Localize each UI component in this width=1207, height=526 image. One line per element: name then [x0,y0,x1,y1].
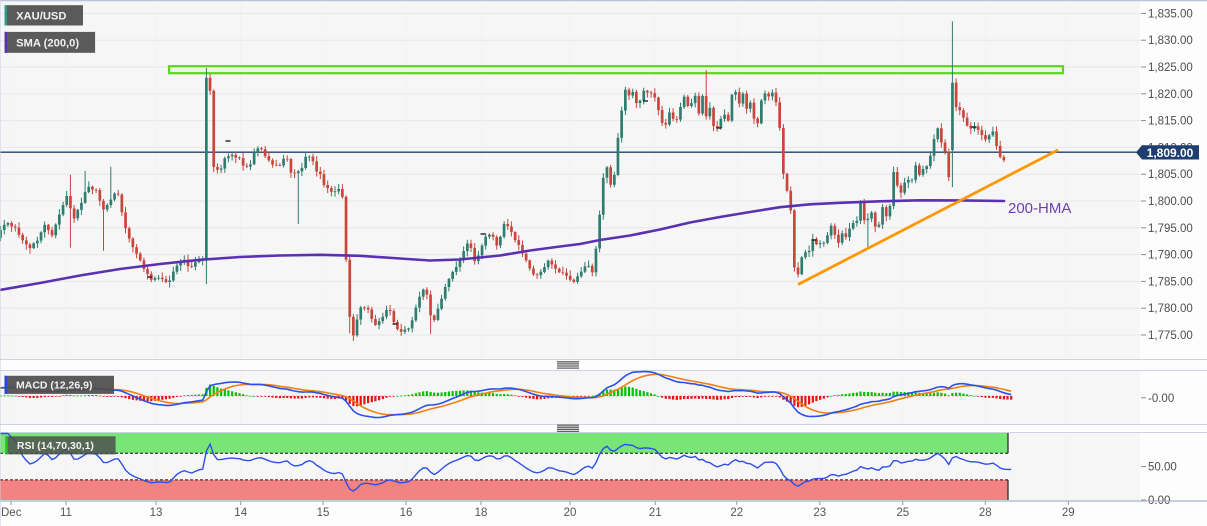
svg-text:SMA (200,0): SMA (200,0) [16,37,79,49]
svg-text:23: 23 [813,507,826,519]
svg-text:200-HMA: 200-HMA [1008,200,1071,217]
svg-text:50.00: 50.00 [1148,462,1177,474]
svg-text:15: 15 [317,507,330,519]
svg-text:13: 13 [150,507,163,519]
svg-text:1,835.00: 1,835.00 [1148,8,1193,20]
svg-text:XAU/USD: XAU/USD [16,10,66,22]
svg-text:28: 28 [979,507,992,519]
svg-text:29: 29 [1062,507,1075,519]
svg-text:14: 14 [234,507,247,519]
svg-text:25: 25 [896,507,909,519]
svg-text:1,805.00: 1,805.00 [1148,169,1193,181]
svg-text:MACD (12,26,9): MACD (12,26,9) [16,380,92,392]
svg-text:1,830.00: 1,830.00 [1148,35,1193,47]
svg-text:1,790.00: 1,790.00 [1148,250,1193,262]
svg-text:20: 20 [564,507,577,519]
svg-text:1,785.00: 1,785.00 [1148,276,1193,288]
svg-text:22: 22 [730,507,743,519]
svg-text:1,780.00: 1,780.00 [1148,303,1193,315]
svg-text:1,800.00: 1,800.00 [1148,196,1193,208]
svg-text:1,795.00: 1,795.00 [1148,223,1193,235]
svg-text:21: 21 [649,507,662,519]
svg-text:1,815.00: 1,815.00 [1148,116,1193,128]
svg-text:16: 16 [400,507,413,519]
svg-text:11: 11 [60,507,72,519]
svg-text:18: 18 [475,507,488,519]
svg-text:-0.00: -0.00 [1148,393,1174,405]
svg-text:1,775.00: 1,775.00 [1148,330,1193,342]
svg-text:Dec: Dec [1,507,22,519]
svg-text:RSI (14,70,30,1): RSI (14,70,30,1) [17,440,94,452]
svg-text:1,809.00: 1,809.00 [1147,146,1194,160]
svg-text:1,825.00: 1,825.00 [1148,62,1193,74]
svg-text:1,820.00: 1,820.00 [1148,89,1193,101]
